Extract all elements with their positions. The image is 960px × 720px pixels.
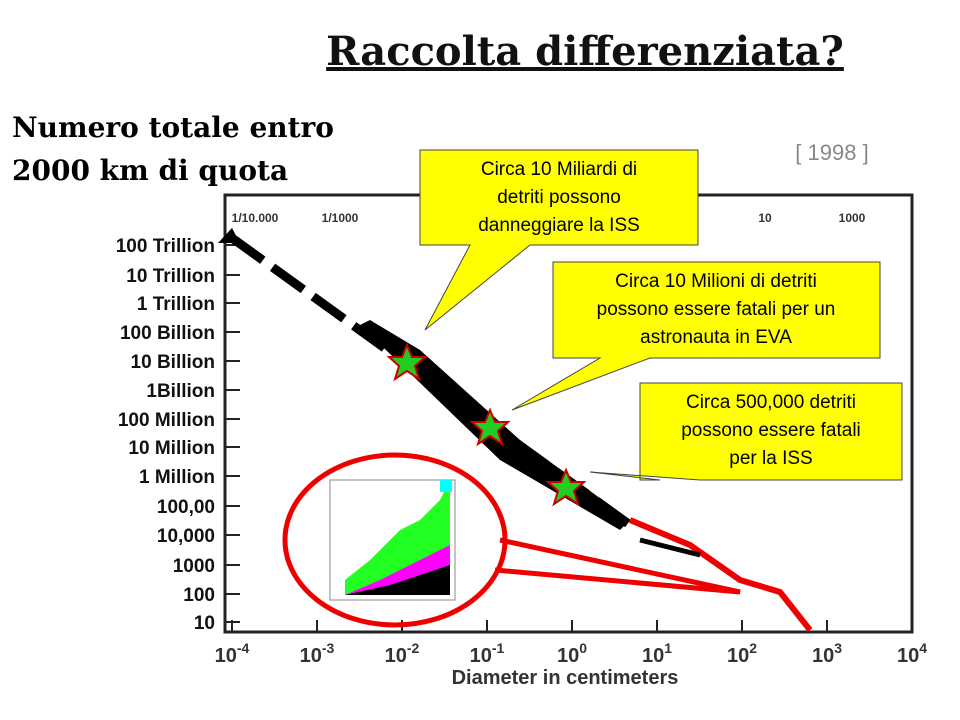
x-tick-label: 103 xyxy=(812,640,842,667)
inset xyxy=(329,479,456,601)
subtitle: Numero totale entro xyxy=(12,111,334,144)
callout-text: Circa 500,000 detriti xyxy=(686,392,856,413)
x-tick-base: 10 xyxy=(897,645,919,667)
y-tick-label: 10 Trillion xyxy=(126,266,215,287)
x-tick-base: 10 xyxy=(215,645,237,667)
x-tick-base: 10 xyxy=(557,645,579,667)
x-tick-base: 10 xyxy=(642,645,664,667)
top-tick-label: 10 xyxy=(758,211,772,225)
x-tick-exp: 2 xyxy=(749,640,757,656)
callout-text: astronauta in EVA xyxy=(640,327,792,348)
y-tick-label: 1 Trillion xyxy=(137,294,215,315)
y-tick-label: 100 Trillion xyxy=(116,236,215,257)
x-tick-base: 10 xyxy=(470,645,492,667)
y-tick-label: 1Billion xyxy=(146,381,215,402)
x-tick-exp: 1 xyxy=(664,640,672,656)
x-tick-exp: 0 xyxy=(579,640,587,656)
callout-shapes xyxy=(419,149,903,481)
x-tick-exp: 4 xyxy=(919,640,927,656)
top-tick-label: 1000 xyxy=(839,211,866,225)
highlight-tail xyxy=(494,537,741,595)
x-tick-exp: -2 xyxy=(407,640,420,656)
x-tick-base: 10 xyxy=(300,645,322,667)
x-tick-label: 10-1 xyxy=(470,640,505,667)
callout-text: detriti possono xyxy=(497,187,621,208)
x-tick-base: 10 xyxy=(727,645,749,667)
y-tick-label: 1000 xyxy=(173,556,215,577)
x-tick-label: 10-2 xyxy=(385,640,420,667)
y-tick-label: 10 xyxy=(194,613,215,634)
x-tick-exp: -1 xyxy=(492,640,505,656)
y-tick-label: 10 Billion xyxy=(131,352,215,373)
callout-text: per la ISS xyxy=(729,448,812,469)
callout-text: Circa 10 Miliardi di xyxy=(481,159,637,180)
y-tick-label: 10 Million xyxy=(128,438,215,459)
x-tick-label: 100 xyxy=(557,640,587,667)
x-tick-exp: 3 xyxy=(834,640,842,656)
x-tick-base: 10 xyxy=(385,645,407,667)
x-tick-label: 104 xyxy=(897,640,927,667)
x-axis-title: Diameter in centimeters xyxy=(452,667,679,689)
callout-text: possono essere fatali per un xyxy=(597,299,836,320)
callouts: Circa 10 Miliardi di detriti possono danne… xyxy=(478,159,861,469)
y-tick-label: 10,000 xyxy=(157,526,215,547)
stars xyxy=(386,342,587,507)
subtitle: 2000 km di quota xyxy=(12,154,288,187)
x-tick-label: 102 xyxy=(727,640,757,667)
callout-text: Circa 10 Milioni di detriti xyxy=(615,271,817,292)
y-tick-label: 1 Million xyxy=(139,467,215,488)
top-tick-label: 1/1000 xyxy=(322,211,359,225)
curve xyxy=(639,537,701,558)
y-axis: 100 Trillion 10 Trillion 1 Trillion 100 Bil… xyxy=(116,236,240,634)
title: Raccolta differenziata? xyxy=(326,28,844,75)
y-tick-label: 100 xyxy=(183,585,215,606)
y-tick-label: 100 Million xyxy=(118,410,215,431)
year: [ 1998 ] xyxy=(795,140,868,165)
curve-red xyxy=(628,517,813,632)
x-tick-exp: -4 xyxy=(237,640,250,656)
x-tick-label: 10-4 xyxy=(215,640,250,667)
callout-text: possono essere fatali xyxy=(681,420,861,441)
x-tick-label: 10-3 xyxy=(300,640,335,667)
top-tick-label: 1/10.000 xyxy=(232,211,279,225)
callout-text: danneggiare la ISS xyxy=(478,215,640,236)
y-tick-label: 100,00 xyxy=(157,497,215,518)
y-tick-label: 100 Billion xyxy=(120,323,215,344)
x-tick-label: 101 xyxy=(642,640,672,667)
x-tick-base: 10 xyxy=(812,645,834,667)
x-tick-exp: -3 xyxy=(322,640,335,656)
